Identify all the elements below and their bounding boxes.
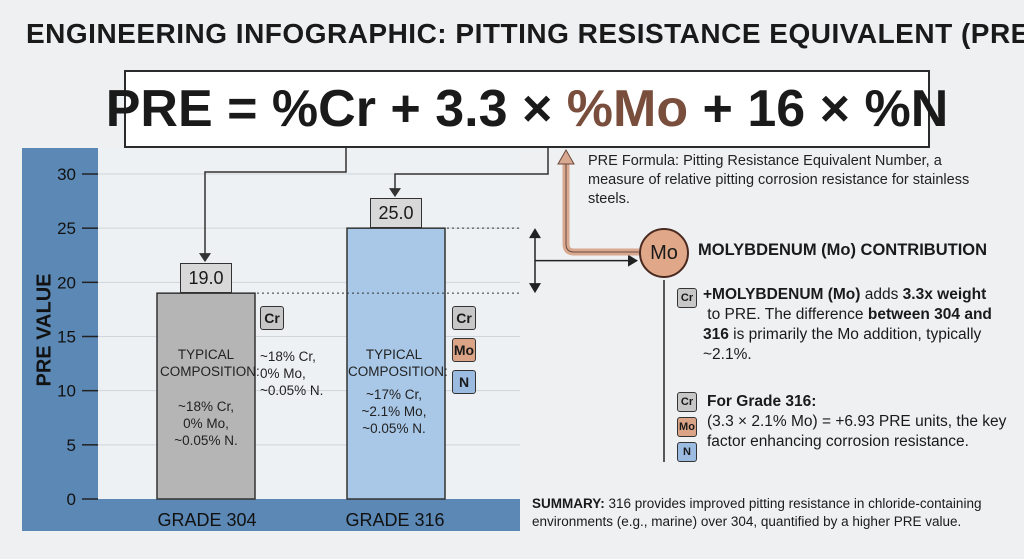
bar-value-label-316: 25.0: [370, 198, 422, 229]
chromium-element-icon: Cr: [452, 306, 476, 330]
molybdenum-explanation: +MOLYBDENUM (Mo) adds 3.3x weight to PRE…: [703, 285, 1003, 365]
arrow-head: [529, 283, 541, 294]
arrow-head: [557, 148, 575, 165]
molybdenum-element-icon: Mo: [452, 338, 476, 362]
composition-line: ~18% Cr,: [178, 399, 234, 414]
composition-line: ~0.05% N.: [174, 433, 238, 448]
bar-value-label-304: 19.0: [180, 263, 232, 294]
y-tick-labels: 0 5 10 15 20 25 30: [57, 165, 76, 509]
composition-line: ~0.05% N.: [362, 421, 426, 436]
formula-description: PRE Formula: Pitting Resistance Equivale…: [588, 153, 970, 207]
molybdenum-badge: Mo: [639, 228, 689, 278]
molybdenum-link-arrow: [562, 162, 639, 256]
molybdenum-section-title: MOLYBDENUM (Mo) CONTRIBUTION: [698, 241, 988, 259]
chromium-element-icon: Cr: [677, 288, 697, 308]
composition-304-side: ~18% Cr, 0% Mo, ~0.05% N.: [260, 348, 323, 399]
x-category-label: GRADE 316: [345, 510, 445, 530]
summary-body: 316 provides improved pitting resistance…: [532, 496, 986, 529]
weight-emphasis: 3.3x weight: [902, 286, 987, 303]
connector-line: [204, 148, 347, 258]
nitrogen-element-icon: N: [452, 370, 476, 394]
summary-label: SUMMARY:: [532, 496, 605, 511]
axis-band-left: [22, 148, 98, 530]
composition-line: 0% Mo,: [183, 416, 229, 431]
x-category-label: GRADE 304: [157, 510, 257, 530]
text-fragment: to PRE. The difference: [703, 306, 868, 323]
molybdenum-element-icon: Mo: [677, 417, 697, 437]
composition-line: ~17% Cr,: [366, 387, 422, 402]
y-axis-label: PRE VALUE: [33, 274, 55, 387]
chromium-element-icon: Cr: [677, 392, 697, 412]
summary-text: SUMMARY: 316 provides improved pitting r…: [532, 495, 1012, 531]
y-tick-label: 30: [57, 165, 76, 184]
connector-line: [394, 148, 549, 193]
molybdenum-emphasis: +MOLYBDENUM (Mo): [703, 286, 861, 303]
bar-group: [156, 227, 446, 500]
composition-label: TYPICAL COMPOSITION:: [160, 347, 260, 379]
arrow-head: [628, 254, 638, 267]
pre-formula: PRE = %Cr + 3.3 × %Mo + 16 × %N: [106, 70, 948, 148]
arrow-head: [199, 253, 211, 263]
composition-label: TYPICAL COMPOSITION:: [348, 347, 448, 379]
text-fragment: adds: [860, 286, 903, 303]
axis-band-bottom: [22, 499, 520, 531]
nitrogen-element-icon: N: [677, 442, 697, 462]
y-tick-label: 10: [57, 382, 76, 401]
y-tick-label: 0: [67, 490, 76, 509]
composition-line: 0% Mo,: [260, 366, 306, 381]
composition-304: TYPICAL COMPOSITION: ~18% Cr, 0% Mo, ~0.…: [160, 346, 260, 449]
bar-grade-304: [156, 292, 256, 500]
grade-comparison-emphasis: between 304 and 316: [703, 306, 992, 343]
calculation-title: For Grade 316:: [707, 393, 817, 410]
y-axis-title: PRE VALUE: [33, 274, 55, 387]
y-tick-label: 25: [57, 219, 76, 238]
formula-mo-term: %Mo: [566, 80, 689, 138]
arrow-head: [389, 188, 401, 198]
chromium-element-icon: Cr: [260, 306, 284, 330]
composition-line: ~2.1% Mo,: [361, 404, 427, 419]
y-tick-label: 20: [57, 273, 76, 292]
formula-part-2: + 16 × %N: [688, 80, 949, 138]
composition-line: ~0.05% N.: [260, 383, 324, 398]
connector-arrows: [199, 148, 665, 462]
arrow-head: [529, 228, 541, 239]
bar-grade-316: [346, 227, 446, 500]
molybdenum-link-outline: [565, 162, 639, 253]
calculation-text: (3.3 × 2.1% Mo) = +6.93 PRE units, the k…: [707, 413, 1007, 450]
text-fragment: is primarily the Mo addition, typically …: [703, 326, 982, 363]
formula-part-1: PRE = %Cr + 3.3 ×: [105, 80, 567, 138]
grade-316-calculation: For Grade 316: (3.3 × 2.1% Mo) = +6.93 P…: [707, 392, 1007, 452]
page-title: ENGINEERING INFOGRAPHIC: PITTING RESISTA…: [26, 18, 1024, 49]
composition-316: TYPICAL COMPOSITION: ~17% Cr, ~2.1% Mo, …: [348, 346, 448, 437]
composition-line: ~18% Cr,: [260, 349, 316, 364]
y-tick-label: 5: [67, 436, 76, 455]
y-tick-label: 15: [57, 328, 76, 347]
